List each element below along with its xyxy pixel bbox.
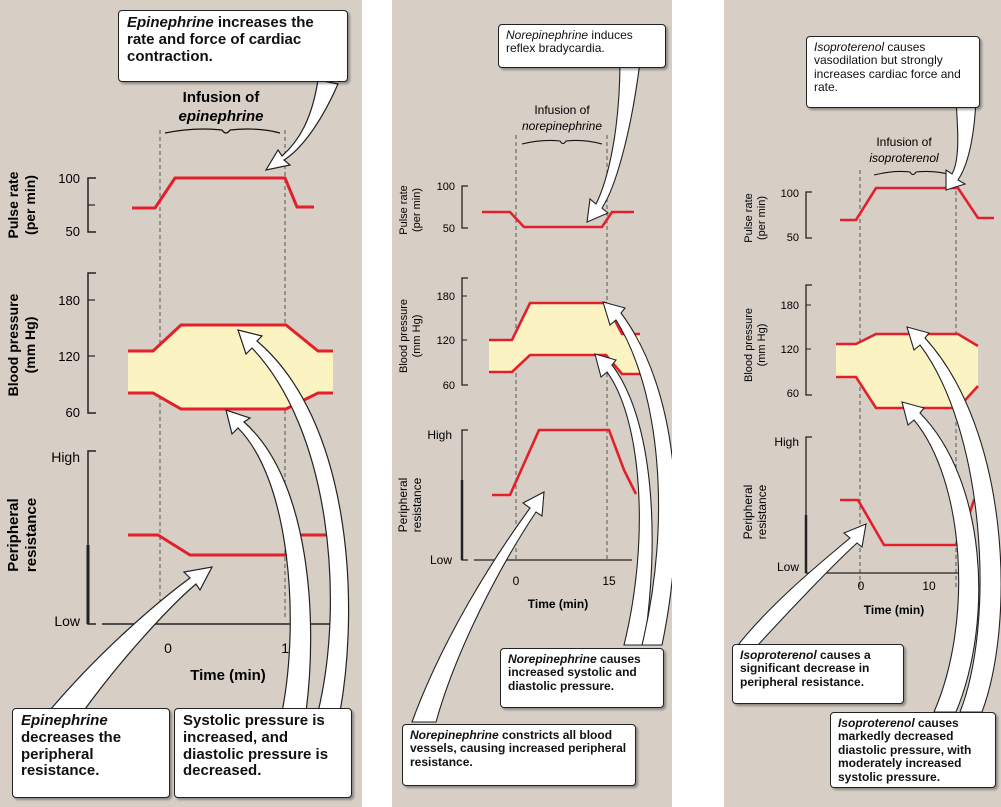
isoproterenol-pressure-callout: Isoproterenol causes markedly decreased … bbox=[830, 712, 996, 788]
bp-axis bbox=[87, 272, 96, 414]
bp-tick-180: 180 bbox=[437, 291, 455, 303]
resistance-axis bbox=[87, 450, 96, 625]
pulse-axis bbox=[461, 185, 468, 229]
infusion-drug: isoproterenol bbox=[869, 151, 939, 165]
systolic-trace bbox=[836, 332, 979, 348]
resistance-axis-label: Peripheral bbox=[741, 485, 755, 540]
pulse-tick-100: 100 bbox=[58, 171, 80, 186]
time-axis-label: Time (min) bbox=[528, 597, 588, 611]
bp-axis bbox=[461, 277, 468, 386]
isoproterenol-resistance-callout: Isoproterenol causes a significant decre… bbox=[732, 644, 904, 704]
resistance-axis-label-2: resistance bbox=[410, 477, 424, 532]
pulse-axis-label: Pulse rate bbox=[398, 185, 410, 235]
bp-tick-120: 120 bbox=[58, 349, 80, 364]
bp-axis-label: Blood pressure bbox=[5, 293, 21, 396]
isoproterenol-top-callout: Isoproterenol causes vasodilation but st… bbox=[806, 36, 980, 108]
bp-tick-60: 60 bbox=[787, 388, 799, 400]
diastolic-pointer-arrow bbox=[594, 353, 653, 646]
infusion-label: Infusion of bbox=[534, 103, 590, 117]
infusion-drug: epinephrine bbox=[178, 108, 263, 125]
epinephrine-pressure-callout: Systolic pressure is increased, and dias… bbox=[174, 708, 352, 798]
pulse-axis-label: Pulse rate bbox=[5, 171, 21, 238]
bp-axis bbox=[805, 284, 812, 396]
bp-tick-180: 180 bbox=[58, 293, 80, 308]
epinephrine-graph: 100 50 Pulse rate (per min) 180 120 60 B… bbox=[5, 79, 350, 717]
bp-tick-180: 180 bbox=[781, 300, 799, 312]
norepinephrine-panel: Infusion of norepinephrine 100 50 Pulse … bbox=[392, 0, 672, 807]
resistance-high-label: High bbox=[427, 428, 452, 442]
bp-axis-label: Blood pressure bbox=[398, 299, 410, 373]
resistance-pointer-arrow bbox=[411, 491, 545, 723]
time-tick-0: 0 bbox=[513, 574, 520, 588]
resistance-high-label: High bbox=[774, 435, 799, 449]
pulse-axis-label: Pulse rate bbox=[743, 193, 755, 243]
resistance-high-label: High bbox=[51, 449, 80, 465]
pulse-trace bbox=[840, 186, 994, 222]
infusion-brace bbox=[873, 170, 953, 176]
diastolic-trace bbox=[128, 391, 333, 411]
time-tick-10: 10 bbox=[922, 579, 936, 593]
bp-axis-unit: (mm Hg) bbox=[411, 315, 423, 358]
time-axis-label: Time (min) bbox=[864, 603, 924, 617]
top-pointer-arrow bbox=[586, 59, 641, 223]
epinephrine-resistance-callout: Epinephrine decreases the peripheral res… bbox=[12, 708, 170, 798]
bp-axis-unit: (mm Hg) bbox=[22, 317, 38, 374]
resistance-axis-label: Peripheral bbox=[5, 498, 22, 571]
infusion-drug: norepinephrine bbox=[522, 119, 602, 133]
bp-band bbox=[836, 334, 978, 408]
pulse-trace bbox=[132, 176, 314, 210]
resistance-axis-label-2: resistance bbox=[755, 484, 769, 539]
resistance-low-label: Low bbox=[777, 560, 799, 574]
systolic-pointer-arrow bbox=[237, 329, 350, 713]
resistance-trace bbox=[492, 428, 638, 497]
diastolic-pointer-arrow bbox=[225, 409, 312, 713]
bp-tick-120: 120 bbox=[437, 335, 455, 347]
pulse-axis-unit: (per min) bbox=[22, 175, 38, 235]
norepinephrine-resistance-callout: Norepinephrine constricts all blood vess… bbox=[402, 724, 636, 786]
bp-tick-60: 60 bbox=[443, 380, 455, 392]
pulse-tick-50: 50 bbox=[66, 224, 80, 239]
time-tick-0: 0 bbox=[858, 579, 865, 593]
resistance-trace bbox=[128, 533, 333, 557]
pulse-axis bbox=[805, 191, 812, 239]
bp-axis-unit: (mm Hg) bbox=[756, 324, 768, 367]
diastolic-pointer-arrow bbox=[901, 401, 980, 713]
systolic-trace bbox=[128, 323, 333, 353]
diastolic-trace bbox=[489, 353, 640, 376]
infusion-brace bbox=[164, 128, 281, 134]
isoproterenol-panel: Infusion of isoproterenol 100 50 Pulse r… bbox=[724, 0, 1001, 807]
pulse-axis-unit: (per min) bbox=[411, 188, 423, 232]
top-pointer-arrow bbox=[945, 99, 977, 191]
pulse-trace bbox=[482, 210, 634, 229]
pulse-axis-unit: (per min) bbox=[756, 196, 768, 240]
pulse-tick-50: 50 bbox=[443, 223, 455, 235]
epinephrine-panel: 100 50 Pulse rate (per min) 180 120 60 B… bbox=[0, 0, 362, 807]
pulse-tick-50: 50 bbox=[787, 232, 799, 244]
resistance-pointer-arrow bbox=[736, 523, 867, 646]
bp-band bbox=[489, 303, 640, 374]
systolic-pointer-arrow bbox=[602, 301, 672, 646]
norepinephrine-top-callout: Norepinephrine induces reflex bradycardi… bbox=[498, 24, 666, 68]
norepinephrine-pressure-callout: Norepinephrine causes increased systolic… bbox=[500, 648, 664, 708]
pulse-tick-100: 100 bbox=[437, 181, 455, 193]
infusion-label: Infusion of bbox=[876, 135, 932, 149]
time-axis-label: Time (min) bbox=[190, 667, 266, 684]
pulse-tick-100: 100 bbox=[781, 188, 799, 200]
infusion-label: Infusion of bbox=[183, 89, 261, 106]
top-pointer-arrow bbox=[264, 79, 339, 171]
epinephrine-top-callout: Epinephrine increases the rate and force… bbox=[118, 10, 348, 82]
bp-tick-60: 60 bbox=[66, 405, 80, 420]
resistance-low-label: Low bbox=[430, 553, 452, 567]
resistance-low-label: Low bbox=[54, 613, 81, 629]
bp-tick-120: 120 bbox=[781, 344, 799, 356]
bp-axis-label: Blood pressure bbox=[743, 308, 755, 382]
norepinephrine-graph: Infusion of norepinephrine 100 50 Pulse … bbox=[396, 59, 672, 723]
resistance-pointer-arrow bbox=[43, 566, 214, 717]
time-tick-0: 0 bbox=[164, 640, 172, 656]
resistance-axis-label-2: resistance bbox=[23, 498, 40, 572]
resistance-axis-label: Peripheral bbox=[396, 478, 410, 533]
time-tick-15: 15 bbox=[602, 574, 616, 588]
infusion-brace bbox=[521, 139, 603, 145]
